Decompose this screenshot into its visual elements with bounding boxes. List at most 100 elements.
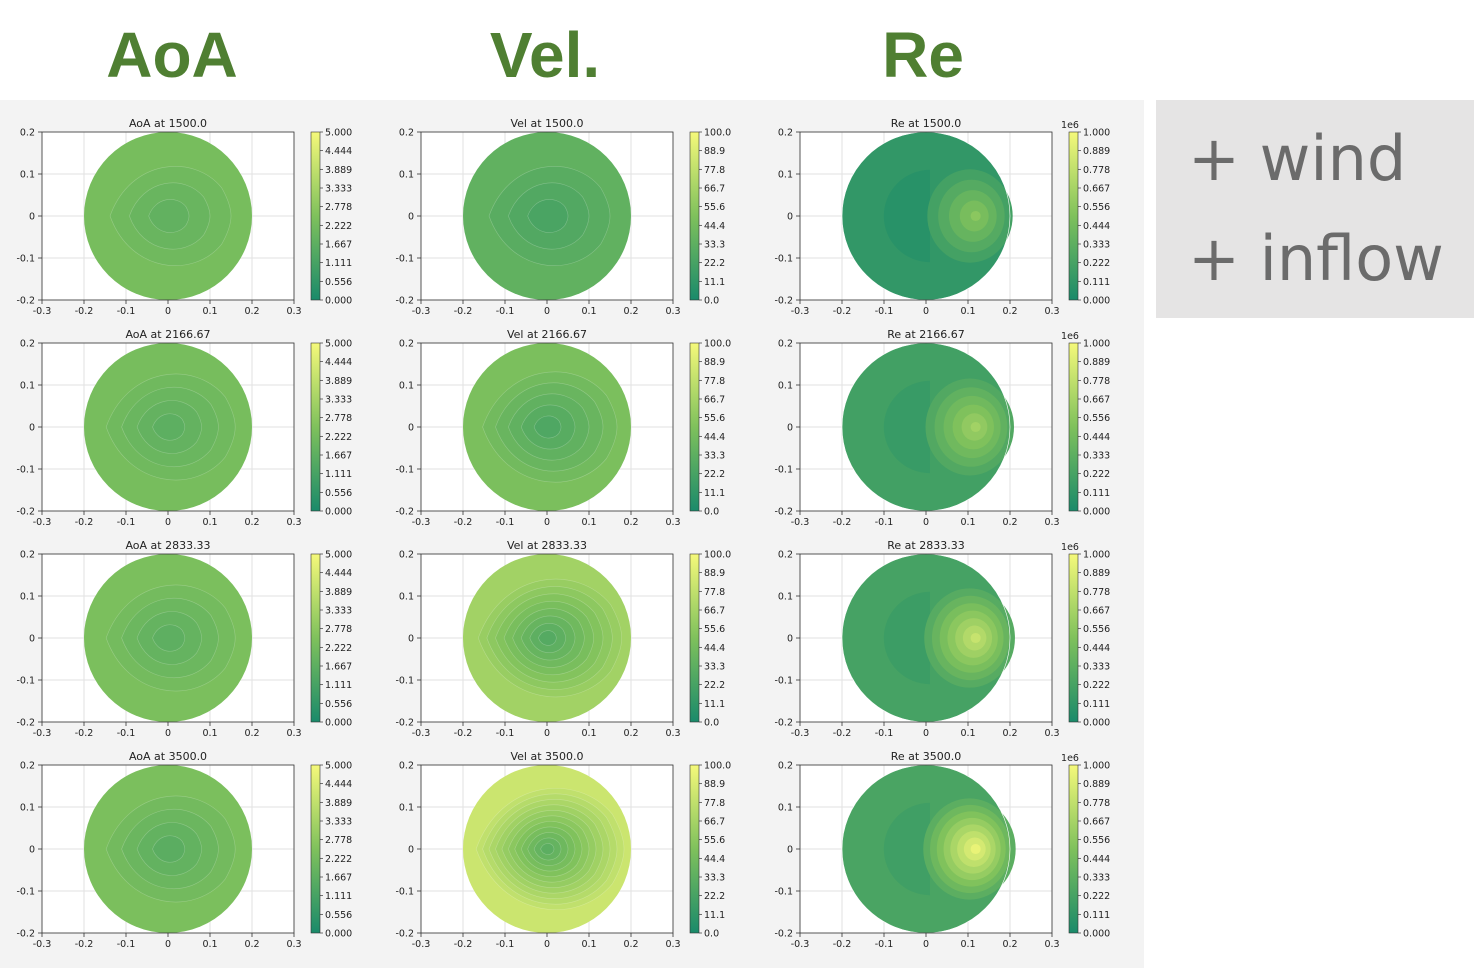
colorbar-tick-label: 0.0 <box>704 296 719 307</box>
y-tick-label: 0.1 <box>20 381 35 392</box>
x-tick-label: 0.1 <box>581 728 596 739</box>
x-tick-label: 0 <box>544 939 550 950</box>
x-tick-label: 0 <box>165 517 171 528</box>
colorbar-tick-label: 1.667 <box>325 873 352 884</box>
colorbar-tick-label: 0.444 <box>1083 854 1110 865</box>
colorbar-tick-label: 44.4 <box>704 432 725 443</box>
y-tick-label: -0.2 <box>16 929 35 940</box>
y-tick-label: 0.1 <box>399 170 414 181</box>
colorbar-tick-label: 11.1 <box>704 488 725 499</box>
y-tick-label: 0 <box>408 845 414 856</box>
colorbar-tick-label: 0.556 <box>325 699 352 710</box>
colorbar-tick-label: 1.111 <box>325 891 352 902</box>
y-tick-label: 0.1 <box>20 170 35 181</box>
colorbar-tick-label: 1.111 <box>325 680 352 691</box>
y-tick-label: 0.2 <box>778 339 793 350</box>
y-tick-label: -0.1 <box>395 465 414 476</box>
y-tick-label: 0.1 <box>20 803 35 814</box>
colorbar-tick-label: 0.444 <box>1083 643 1110 654</box>
colorbar <box>1068 553 1079 723</box>
colorbar-tick-label: 1.000 <box>1083 550 1110 561</box>
subplot-title: Re at 2833.33 <box>887 539 964 552</box>
colorbar-tick-label: 0.444 <box>1083 221 1110 232</box>
colorbar-tick-label: 77.8 <box>704 376 725 387</box>
y-tick-label: -0.1 <box>395 676 414 687</box>
colorbar-tick-label: 88.9 <box>704 568 725 579</box>
colorbar-tick-label: 55.6 <box>704 624 725 635</box>
x-tick-label: -0.3 <box>33 939 52 950</box>
y-tick-label: -0.2 <box>395 296 414 307</box>
x-tick-label: 0 <box>165 306 171 317</box>
colorbar-tick-label: 0.333 <box>1083 873 1110 884</box>
colorbar-tick-label: 0.333 <box>1083 451 1110 462</box>
x-tick-label: -0.1 <box>117 728 136 739</box>
subplot-vel-3: Vel at 3500.0-0.3 -0.2 -0.1 0 0.1 0.2 0.3-0.2-… <box>395 750 731 950</box>
colorbar-tick-label: 2.222 <box>325 854 352 865</box>
x-tick-label: 0.1 <box>581 306 596 317</box>
x-tick-label: -0.3 <box>791 306 810 317</box>
subplot-re-3: Re at 3500.0-0.3 -0.2 -0.1 0 0.1 0.2 0.3-0.2-0… <box>774 750 1110 950</box>
colorbar-scale-label: 1e6 <box>1061 542 1079 553</box>
colorbar-tick-label: 44.4 <box>704 854 725 865</box>
x-tick-label: -0.2 <box>833 517 852 528</box>
colorbar-tick-label: 0.000 <box>1083 507 1110 518</box>
contour-level <box>883 591 930 685</box>
x-tick-label: -0.1 <box>875 939 894 950</box>
y-tick-label: -0.1 <box>16 887 35 898</box>
x-tick-label: 0 <box>165 939 171 950</box>
subplot-title: Vel at 3500.0 <box>510 750 583 763</box>
colorbar-tick-label: 3.333 <box>325 184 352 195</box>
y-tick-label: -0.2 <box>774 718 793 729</box>
x-tick-label: -0.3 <box>791 728 810 739</box>
colorbar-tick-label: 77.8 <box>704 798 725 809</box>
colorbar-tick-label: 55.6 <box>704 202 725 213</box>
colorbar-tick-label: 0.889 <box>1083 146 1110 157</box>
y-tick-label: 0 <box>408 423 414 434</box>
contour-level <box>970 632 981 644</box>
x-tick-label: 0.1 <box>960 517 975 528</box>
colorbar-tick-label: 44.4 <box>704 221 725 232</box>
colorbar-tick-label: 44.4 <box>704 643 725 654</box>
y-tick-label: -0.1 <box>16 254 35 265</box>
y-tick-label: 0.1 <box>778 170 793 181</box>
colorbar-tick-label: 0.889 <box>1083 568 1110 579</box>
colorbar-tick-label: 1.000 <box>1083 761 1110 772</box>
plot-grid: AoA at 1500.0-0.3 -0.2 -0.1 0 0.1 0.2 0.3-0.2-… <box>16 117 1110 950</box>
colorbar-tick-label: 5.000 <box>325 761 352 772</box>
colorbar-tick-label: 1.667 <box>325 240 352 251</box>
y-tick-label: 0.2 <box>20 550 35 561</box>
y-tick-label: 0.2 <box>778 550 793 561</box>
y-tick-label: 0 <box>29 212 35 223</box>
x-tick-label: -0.1 <box>875 517 894 528</box>
y-tick-label: 0 <box>787 212 793 223</box>
colorbar-scale-label: 1e6 <box>1061 331 1079 342</box>
colorbar-tick-label: 2.778 <box>325 624 352 635</box>
y-tick-label: -0.2 <box>16 296 35 307</box>
colorbar-tick-label: 0.556 <box>325 488 352 499</box>
colorbar-tick-label: 0.0 <box>704 929 719 940</box>
x-tick-label: 0 <box>165 728 171 739</box>
x-tick-label: -0.3 <box>412 728 431 739</box>
colorbar-tick-label: 66.7 <box>704 817 725 828</box>
colorbar <box>310 342 321 512</box>
colorbar-tick-label: 1.667 <box>325 662 352 673</box>
colorbar-tick-label: 0.667 <box>1083 606 1110 617</box>
colorbar-tick-label: 77.8 <box>704 165 725 176</box>
colorbar-tick-label: 22.2 <box>704 891 725 902</box>
column-header-vel: Vel. <box>489 19 601 91</box>
colorbar-tick-label: 11.1 <box>704 699 725 710</box>
colorbar-tick-label: 3.333 <box>325 395 352 406</box>
x-tick-label: 0 <box>544 306 550 317</box>
x-tick-label: 0.1 <box>581 517 596 528</box>
y-tick-label: 0.2 <box>778 761 793 772</box>
colorbar <box>689 131 700 301</box>
colorbar-tick-label: 22.2 <box>704 258 725 269</box>
subplot-vel-0: Vel at 1500.0-0.3 -0.2 -0.1 0 0.1 0.2 0.3-0.2-… <box>395 117 731 317</box>
y-tick-label: -0.2 <box>16 718 35 729</box>
colorbar-tick-label: 100.0 <box>704 761 731 772</box>
colorbar <box>689 764 700 934</box>
colorbar-tick-label: 0.222 <box>1083 258 1110 269</box>
x-tick-label: 0.2 <box>1002 517 1017 528</box>
colorbar-tick-label: 88.9 <box>704 146 725 157</box>
colorbar-tick-label: 5.000 <box>325 128 352 139</box>
